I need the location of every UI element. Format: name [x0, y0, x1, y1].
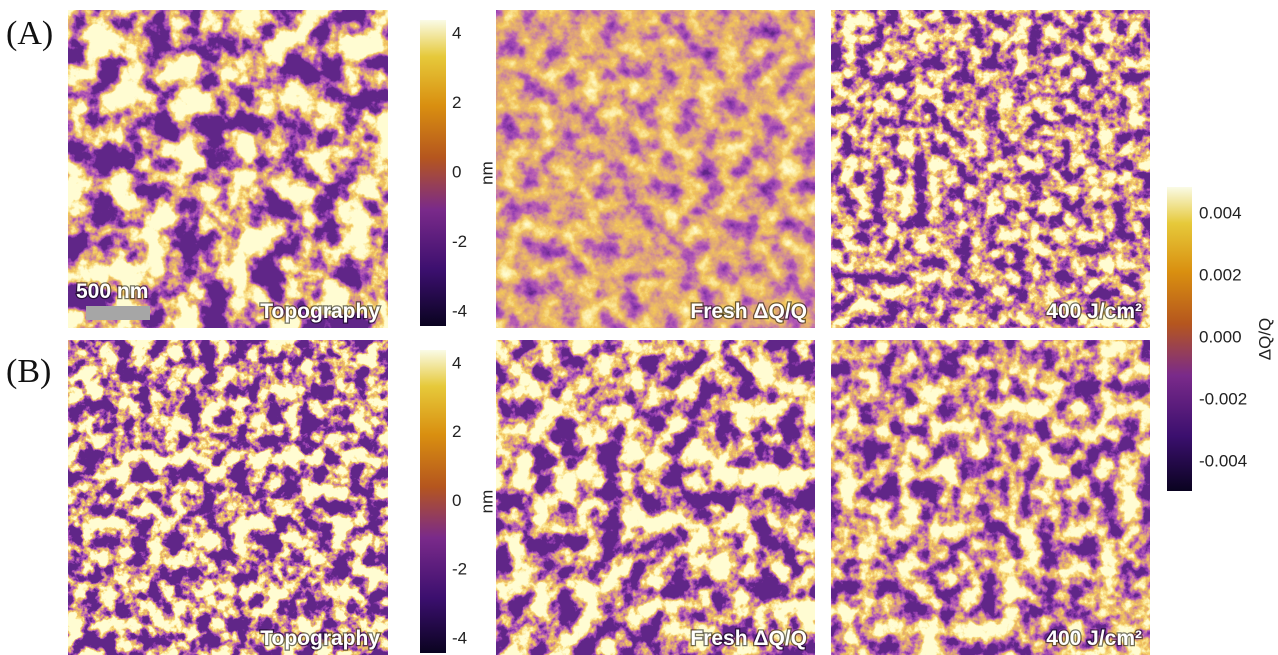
- colorbar: [1167, 187, 1192, 491]
- scale-bar: [86, 306, 150, 320]
- afm-image: [496, 10, 815, 328]
- colorbar-tick-label: 0.002: [1199, 265, 1242, 284]
- colorbar-tick-label: -4: [452, 301, 467, 320]
- colorbar-tick-label: -0.004: [1199, 451, 1247, 470]
- colorbar-label: ΔQ/Q: [1255, 318, 1274, 361]
- image-caption: Topography: [260, 300, 380, 323]
- figure: (A) (B) Topography Fresh ΔQ/Q 400 J/cm² 4 2 0…: [0, 0, 1278, 655]
- colorbar-tick-label: 2: [452, 93, 461, 112]
- scale-bar-label: 500 nm: [76, 280, 148, 303]
- colorbar-tick-label: 4: [452, 23, 461, 42]
- colorbar-tick-label: -2: [452, 560, 467, 579]
- colorbar: [420, 20, 446, 326]
- colorbar-tick-label: 0.000: [1199, 327, 1242, 346]
- colorbar-tick-label: 4: [452, 353, 461, 372]
- colorbar-tick-label: -4: [452, 628, 467, 647]
- colorbar-tick-label: 0: [452, 491, 461, 510]
- image-caption: Topography: [260, 627, 380, 650]
- colorbar-unit: nm: [477, 161, 496, 185]
- colorbar-tick-label: 0: [452, 162, 461, 181]
- colorbar-tick-label: -0.002: [1199, 389, 1247, 408]
- afm-image: [496, 340, 815, 655]
- image-caption: 400 J/cm²: [1046, 300, 1142, 323]
- page: (A) (B) Topography Fresh ΔQ/Q 400 J/cm² 4 2 0…: [0, 0, 1278, 655]
- colorbar-tick-label: 2: [452, 422, 461, 441]
- colorbar-tick-label: -2: [452, 232, 467, 251]
- colorbar-tick-label: 0.004: [1199, 203, 1242, 222]
- image-caption: 400 J/cm²: [1046, 627, 1142, 650]
- afm-image: [831, 340, 1150, 655]
- panel-label: (B): [6, 353, 51, 390]
- afm-image: [68, 340, 388, 655]
- panel-label: (A): [6, 15, 53, 52]
- afm-image: [831, 10, 1150, 328]
- image-caption: Fresh ΔQ/Q: [690, 627, 807, 650]
- image-caption: Fresh ΔQ/Q: [690, 300, 807, 323]
- colorbar: [420, 350, 446, 653]
- colorbar-unit: nm: [477, 490, 496, 514]
